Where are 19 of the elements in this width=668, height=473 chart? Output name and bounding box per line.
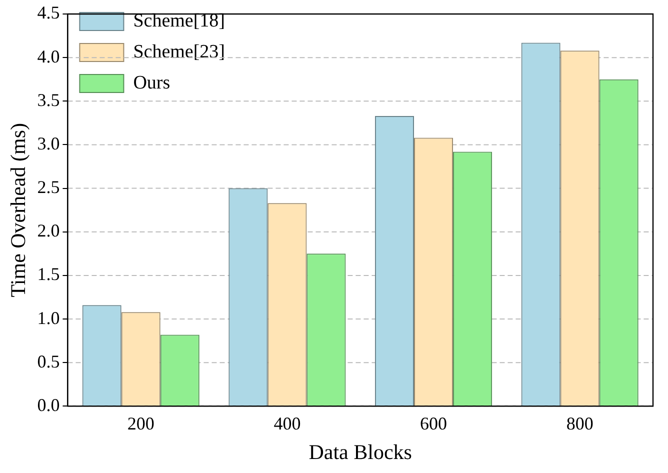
- y-axis-title: Time Overhead (ms): [6, 123, 30, 298]
- y-tick-label: 2.5: [37, 177, 60, 198]
- y-tick-label: 0.0: [37, 394, 60, 415]
- y-tick-label: 4.0: [37, 46, 60, 66]
- x-tick-label: 200: [127, 414, 154, 434]
- y-tick-label: 0.5: [37, 351, 60, 372]
- y-tick-label: 1.0: [37, 308, 60, 328]
- x-tick-label: 800: [566, 414, 594, 434]
- y-tick-label: 4.5: [37, 2, 60, 23]
- x-tick-label: 600: [420, 414, 448, 434]
- legend-label: Scheme[23]: [133, 41, 226, 62]
- y-tick-label: 3.0: [37, 133, 60, 154]
- legend-label: Ours: [133, 72, 170, 94]
- x-axis-title: Data Blocks: [308, 440, 412, 464]
- legend-label: Scheme[18]: [133, 10, 226, 32]
- y-tick-label: 3.5: [37, 90, 60, 110]
- y-tick-label: 2.0: [37, 220, 60, 241]
- y-tick-label: 1.5: [37, 264, 60, 284]
- x-tick-label: 400: [274, 414, 301, 434]
